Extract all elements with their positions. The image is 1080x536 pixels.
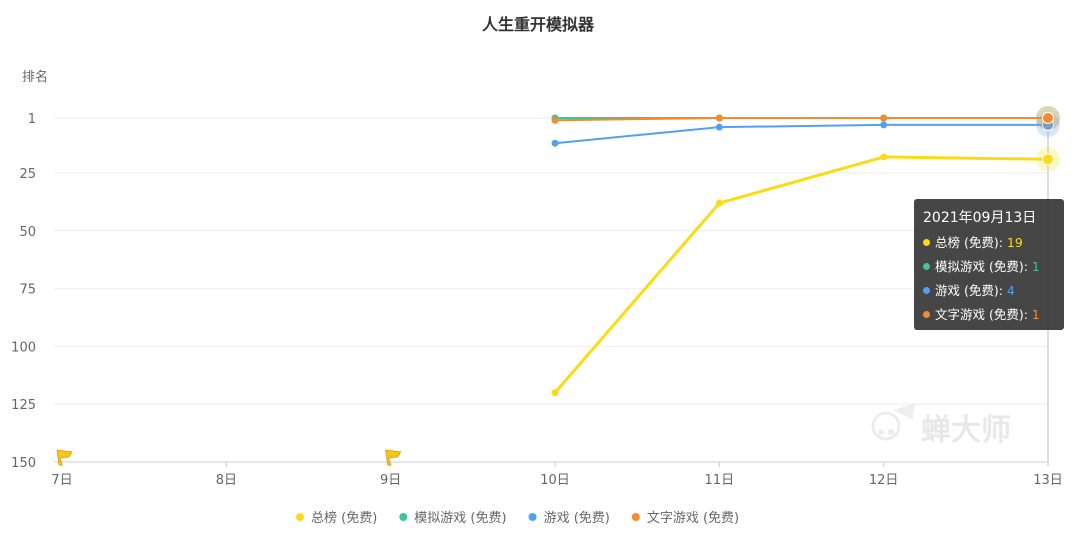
- tooltip-marker: [923, 287, 930, 294]
- tooltip-row: 文字游戏 (免费): 1: [923, 303, 1064, 327]
- tooltip-label: 模拟游戏 (免费):: [935, 259, 1032, 274]
- tooltip-date: 2021年09月13日: [923, 210, 1037, 226]
- chart-title: 人生重开模拟器: [482, 15, 595, 34]
- series-line: [554, 123, 1048, 145]
- tooltip-marker: [923, 239, 930, 246]
- data-point: [551, 139, 559, 147]
- tooltip-value: 19: [1006, 235, 1023, 250]
- watermark-logo-icon: [871, 403, 915, 441]
- legend-marker: [399, 513, 408, 521]
- series-line: [554, 117, 1048, 122]
- x-tick-label: 8日: [216, 473, 237, 488]
- watermark-text: 蝉大师: [921, 413, 1011, 448]
- y-tick-label: 75: [19, 283, 36, 298]
- legend-label: 模拟游戏 (免费): [414, 511, 506, 526]
- y-axis-label: 排名: [22, 69, 48, 85]
- legend-label: 总榜 (免费): [311, 510, 377, 526]
- y-tick-label: 100: [11, 340, 36, 355]
- x-tick-label: 11日: [705, 473, 735, 488]
- legend-label: 文字游戏 (免费): [647, 511, 739, 526]
- y-tick-label: 125: [11, 398, 36, 413]
- data-point: [880, 121, 888, 129]
- data-point: [880, 153, 888, 161]
- legend-item[interactable]: 文字游戏 (免费): [631, 511, 739, 526]
- y-tick-label: 150: [11, 456, 36, 471]
- legend-marker: [296, 513, 304, 521]
- legend-label: 游戏 (免费): [544, 511, 610, 526]
- data-point: [1042, 112, 1054, 124]
- tooltip-value: 1: [1031, 259, 1040, 274]
- x-tick-label: 13日: [1033, 473, 1063, 488]
- tooltip-value: 4: [1006, 283, 1015, 298]
- tooltip-row: 游戏 (免费): 4: [923, 279, 1064, 303]
- tooltip-marker: [923, 263, 930, 270]
- tooltip-label: 文字游戏 (免费):: [935, 307, 1032, 322]
- tooltip: 2021年09月13日 总榜 (免费): 19 模拟游戏 (免费): 1 游戏 (免…: [914, 199, 1064, 330]
- series-line: [553, 155, 1049, 394]
- data-point: [715, 123, 723, 131]
- legend-marker: [528, 513, 537, 521]
- x-tick-label: 12日: [869, 473, 899, 488]
- data-point: [880, 114, 888, 122]
- x-tick-label: 9日: [380, 473, 401, 488]
- legend-item[interactable]: 游戏 (免费): [528, 511, 610, 526]
- x-tick-label: 10日: [540, 473, 570, 488]
- y-tick-label: 25: [19, 167, 36, 182]
- flag-marker-icon: [56, 449, 73, 466]
- data-point: [551, 116, 559, 124]
- tooltip-marker: [923, 311, 930, 318]
- data-point: [715, 114, 723, 122]
- x-tick-label: 7日: [51, 473, 72, 488]
- legend-marker: [631, 513, 640, 521]
- tooltip-row: 模拟游戏 (免费): 1: [923, 255, 1064, 279]
- tooltip-value: 1: [1031, 307, 1040, 322]
- data-point: [1042, 153, 1054, 166]
- flag-marker-icon: [385, 449, 402, 466]
- legend-item[interactable]: 模拟游戏 (免费): [399, 511, 507, 526]
- tooltip-row: 总榜 (免费): 19: [923, 231, 1064, 255]
- data-point: [551, 389, 559, 397]
- data-point: [715, 199, 723, 207]
- legend-item[interactable]: 总榜 (免费): [296, 510, 377, 526]
- y-tick-label: 1: [28, 112, 36, 127]
- tooltip-label: 总榜 (免费):: [935, 235, 1007, 250]
- y-tick-label: 50: [19, 225, 36, 240]
- watermark: 蝉大师: [871, 403, 1011, 448]
- tooltip-label: 游戏 (免费):: [935, 283, 1007, 298]
